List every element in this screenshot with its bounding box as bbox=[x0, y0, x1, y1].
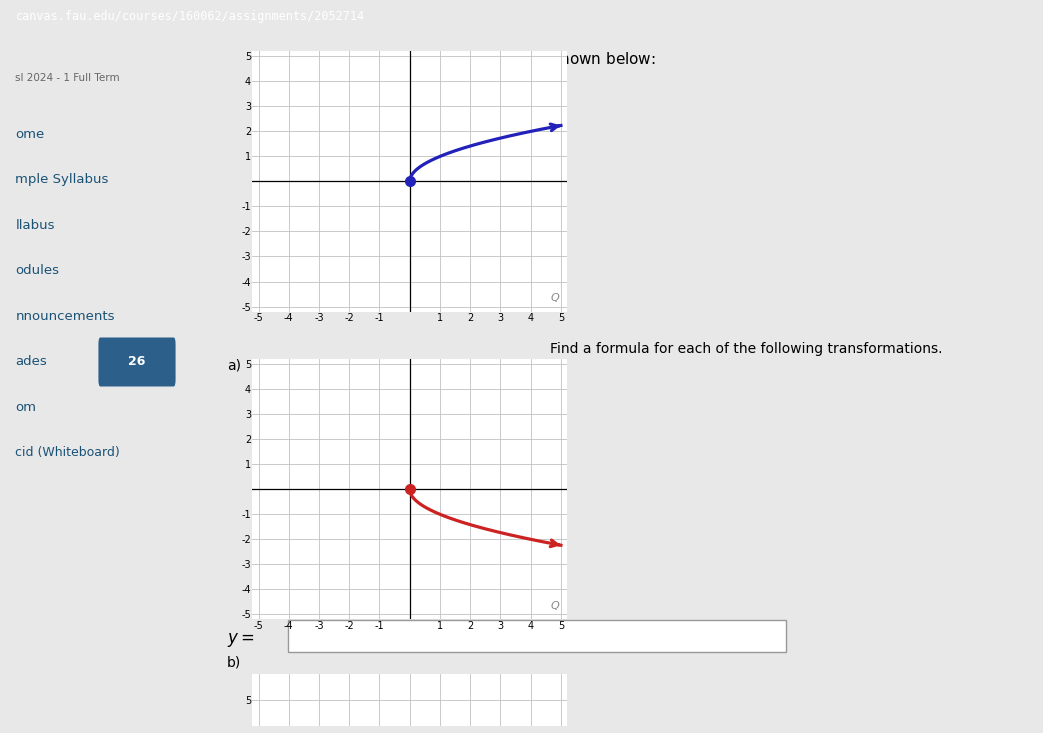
Text: nnouncements: nnouncements bbox=[16, 310, 115, 323]
Text: Q: Q bbox=[551, 600, 559, 611]
Text: Find a formula for each of the following transformations.: Find a formula for each of the following… bbox=[550, 342, 943, 356]
Text: cid (Whiteboard): cid (Whiteboard) bbox=[16, 446, 120, 460]
Text: 26: 26 bbox=[128, 356, 146, 369]
Text: llabus: llabus bbox=[16, 219, 55, 232]
Text: ome: ome bbox=[16, 128, 45, 141]
Text: b): b) bbox=[227, 656, 241, 670]
FancyBboxPatch shape bbox=[98, 337, 175, 386]
Text: canvas.fau.edu/courses/160062/assignments/2052714: canvas.fau.edu/courses/160062/assignment… bbox=[16, 10, 365, 23]
Text: om: om bbox=[16, 401, 37, 414]
Text: Q: Q bbox=[551, 292, 559, 303]
Text: sl 2024 - 1 Full Term: sl 2024 - 1 Full Term bbox=[16, 73, 120, 84]
Text: odules: odules bbox=[16, 265, 59, 278]
Text: mple Syllabus: mple Syllabus bbox=[16, 174, 108, 186]
Text: a): a) bbox=[227, 358, 241, 372]
FancyBboxPatch shape bbox=[288, 620, 786, 652]
Text: The graph of $y = \sqrt{x}$ is shown below:: The graph of $y = \sqrt{x}$ is shown bel… bbox=[377, 51, 655, 70]
Text: $y =$: $y =$ bbox=[227, 632, 254, 649]
Text: ades: ades bbox=[16, 356, 47, 369]
